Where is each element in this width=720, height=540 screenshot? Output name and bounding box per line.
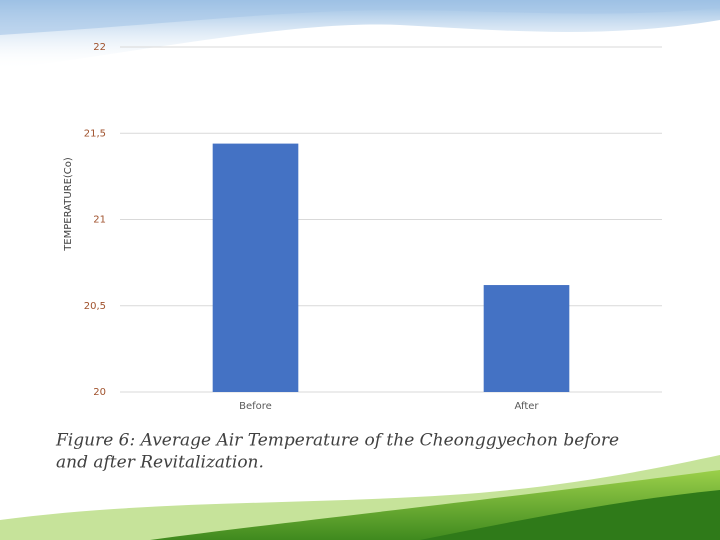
sky-wash-2: [0, 0, 720, 35]
caption-line: and after Revitalization.: [56, 453, 264, 473]
bar: [212, 143, 299, 392]
y-tick-label: 21: [93, 215, 106, 226]
grass-dark: [420, 490, 720, 540]
y-tick-label: 22: [93, 42, 106, 53]
y-tick-label: 20: [93, 387, 106, 398]
x-tick-label: After: [514, 401, 539, 412]
x-tick-label: Before: [239, 401, 272, 412]
y-tick-label: 20,5: [84, 301, 106, 312]
bar: [483, 285, 570, 392]
y-tick-label: 21,5: [84, 128, 106, 139]
caption-line: Figure 6: Average Air Temperature of the…: [55, 431, 619, 451]
y-axis-title: TEMPERATURE(Co): [63, 157, 74, 252]
